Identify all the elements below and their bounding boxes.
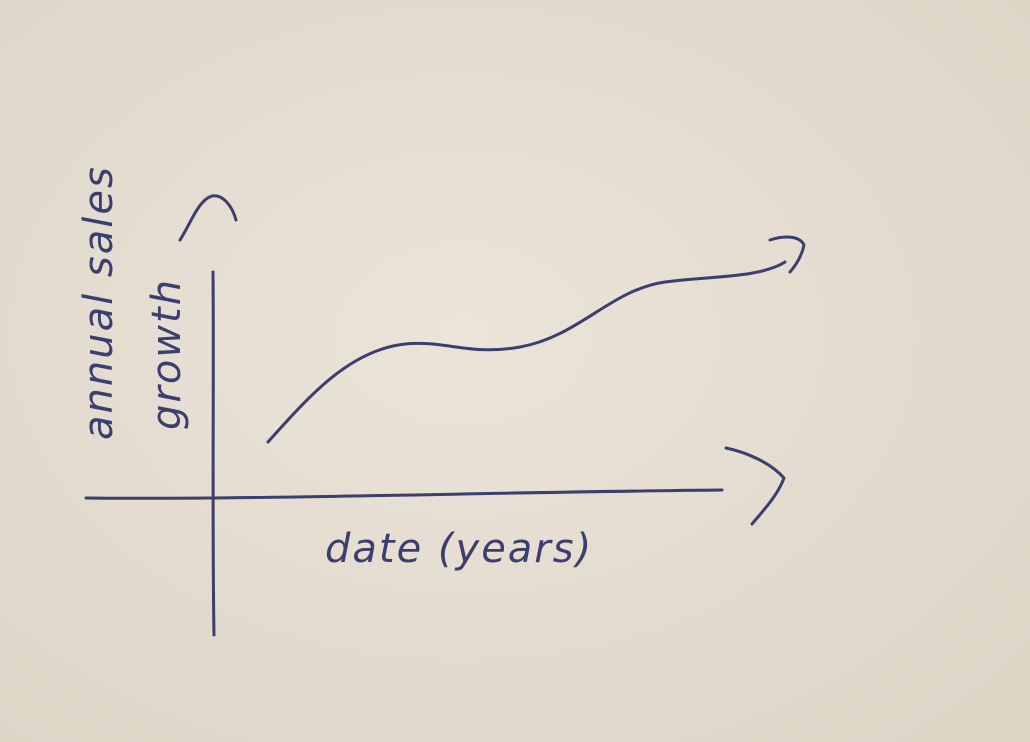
y-axis: [211, 270, 216, 637]
x-axis-arrow: [724, 446, 786, 526]
y-axis-arrow: [178, 194, 238, 242]
x-axis: [84, 488, 724, 500]
y-axis-label: growth: [144, 278, 190, 430]
x-axis-label: date (years): [325, 526, 593, 572]
curve-arrow: [768, 235, 806, 274]
trend-curve: [266, 260, 787, 444]
y-axis-label: annual sales: [76, 165, 122, 440]
